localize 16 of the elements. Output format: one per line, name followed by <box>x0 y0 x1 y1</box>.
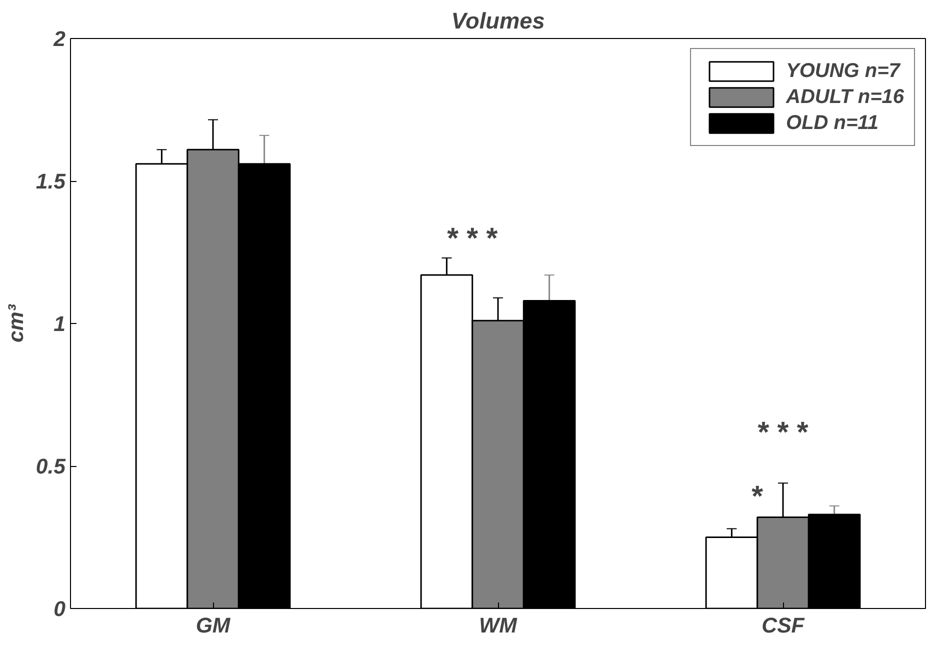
x-tick-label: CSF <box>762 614 806 638</box>
x-tick-label: WM <box>479 614 518 638</box>
y-tick-label: 1 <box>54 312 66 336</box>
annotation: * * * <box>758 416 809 449</box>
annotation: * <box>752 480 764 514</box>
y-tick-label: 0 <box>54 597 66 621</box>
annotation: * * * <box>447 222 498 256</box>
legend-label: OLD n=11 <box>786 112 878 134</box>
y-tick-label: 1.5 <box>36 170 67 194</box>
y-axis-title: cm³ <box>4 304 28 342</box>
legend-label: YOUNG n=7 <box>786 60 900 82</box>
x-tick-label: GM <box>196 614 232 638</box>
y-tick-label: 0.5 <box>36 454 67 478</box>
y-tick-label: 2 <box>52 27 66 51</box>
legend-label: ADULT n=16 <box>786 86 904 108</box>
chart-title: Volumes <box>451 8 545 34</box>
